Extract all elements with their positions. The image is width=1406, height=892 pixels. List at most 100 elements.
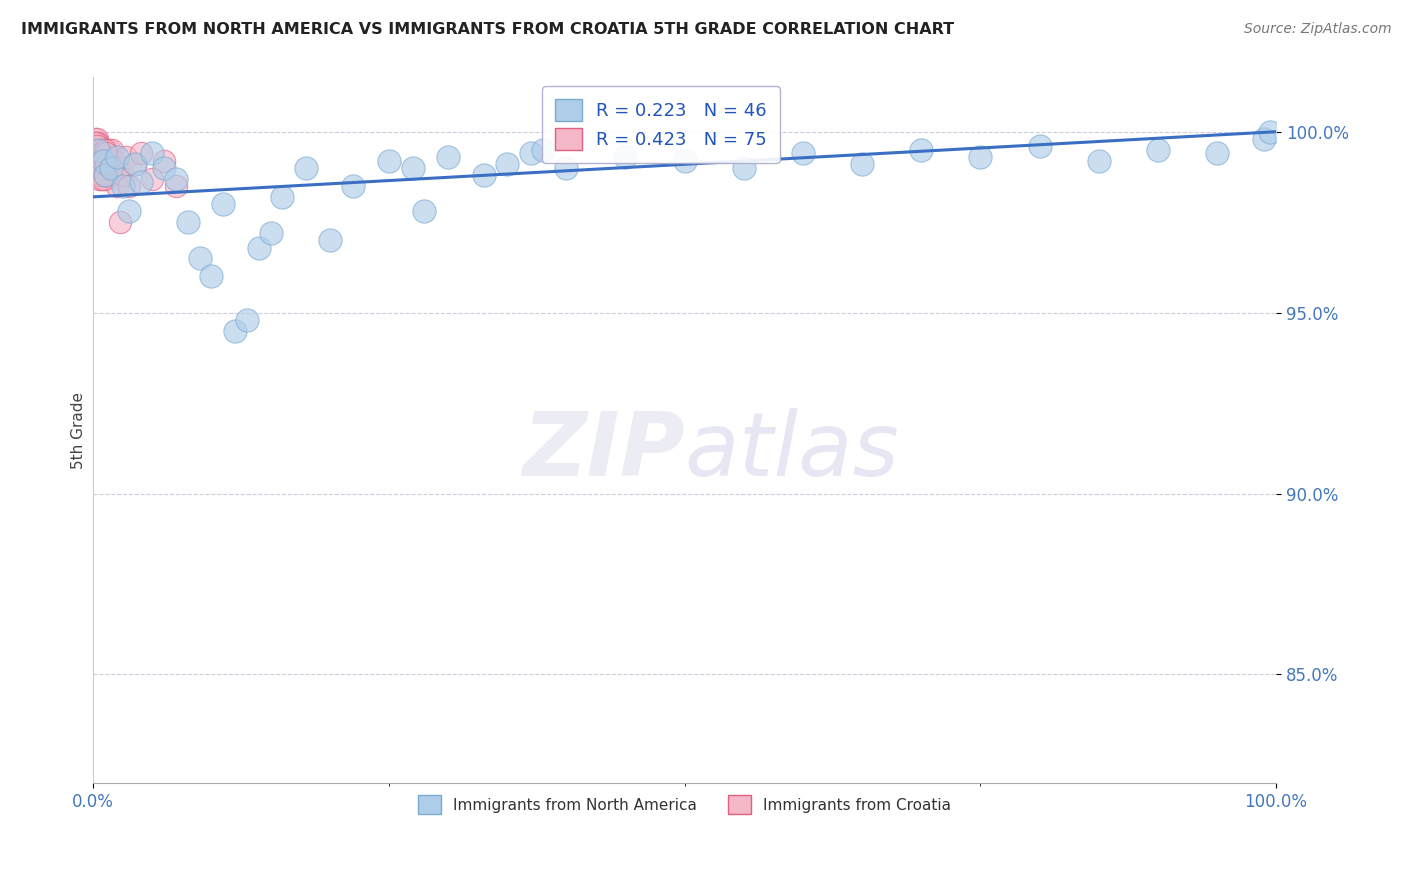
Point [105, 179, 128, 194]
Point [105, 150, 128, 164]
Point [200, 269, 222, 284]
Point [851, 157, 873, 171]
Point [89, 161, 111, 175]
Point [401, 161, 423, 175]
Point [188, 252, 211, 266]
Point [89, 150, 111, 164]
Point [94, 157, 117, 171]
Point [83, 146, 105, 161]
Point [1146, 143, 1168, 157]
Point [110, 215, 132, 229]
Point [555, 161, 578, 175]
Point [91, 171, 114, 186]
Point [118, 179, 141, 194]
Point [969, 150, 991, 164]
Point [83, 146, 105, 161]
Point [614, 150, 637, 164]
Point [84, 132, 107, 146]
Point [93, 143, 115, 157]
Point [83, 150, 105, 164]
Point [141, 146, 163, 161]
Point [129, 175, 152, 189]
Point [111, 179, 134, 194]
Point [129, 146, 152, 161]
Point [86, 139, 108, 153]
Point [108, 161, 131, 175]
Point [97, 143, 120, 157]
Point [84, 143, 107, 157]
Point [91, 153, 114, 168]
Point [236, 313, 259, 327]
Point [86, 132, 108, 146]
Point [82, 143, 104, 157]
Point [87, 143, 110, 157]
Point [84, 136, 107, 150]
Point [86, 146, 108, 161]
Point [295, 161, 318, 175]
Point [83, 136, 105, 150]
Point [86, 139, 108, 153]
Point [378, 153, 401, 168]
Point [84, 146, 107, 161]
Point [86, 150, 108, 164]
Text: ZIP: ZIP [522, 408, 685, 495]
Point [90, 157, 112, 171]
Point [247, 240, 270, 254]
Point [342, 179, 364, 194]
Point [910, 143, 932, 157]
Point [96, 171, 118, 186]
Point [1206, 146, 1229, 161]
Point [87, 150, 110, 164]
Point [89, 143, 111, 157]
Point [165, 171, 187, 186]
Point [96, 150, 118, 164]
Point [141, 171, 163, 186]
Point [83, 139, 105, 153]
Point [165, 179, 187, 194]
Point [153, 153, 176, 168]
Point [673, 153, 696, 168]
Point [87, 161, 110, 175]
Point [1028, 139, 1050, 153]
Y-axis label: 5th Grade: 5th Grade [72, 392, 86, 468]
Point [84, 150, 107, 164]
Point [124, 157, 146, 171]
Point [83, 136, 105, 150]
Point [91, 153, 114, 168]
Text: Source: ZipAtlas.com: Source: ZipAtlas.com [1244, 22, 1392, 37]
Point [83, 150, 105, 164]
Point [91, 146, 114, 161]
Point [84, 153, 107, 168]
Point [90, 168, 112, 182]
Point [94, 168, 117, 182]
Point [87, 146, 110, 161]
Point [212, 197, 235, 211]
Point [96, 146, 118, 161]
Point [103, 153, 125, 168]
Point [100, 153, 122, 168]
Point [87, 168, 110, 182]
Point [90, 171, 112, 186]
Point [101, 143, 124, 157]
Point [87, 136, 110, 150]
Point [1253, 132, 1275, 146]
Point [86, 143, 108, 157]
Point [84, 139, 107, 153]
Point [89, 143, 111, 157]
Point [100, 161, 122, 175]
Point [93, 161, 115, 175]
Point [224, 324, 246, 338]
Point [84, 136, 107, 150]
Point [98, 168, 121, 182]
Point [1258, 125, 1281, 139]
Point [437, 150, 460, 164]
Point [93, 168, 115, 182]
Point [94, 146, 117, 161]
Point [90, 157, 112, 171]
Point [118, 204, 141, 219]
Legend: Immigrants from North America, Immigrants from Croatia: Immigrants from North America, Immigrant… [408, 785, 962, 825]
Point [96, 161, 118, 175]
Point [177, 215, 200, 229]
Point [91, 164, 114, 178]
Point [86, 153, 108, 168]
